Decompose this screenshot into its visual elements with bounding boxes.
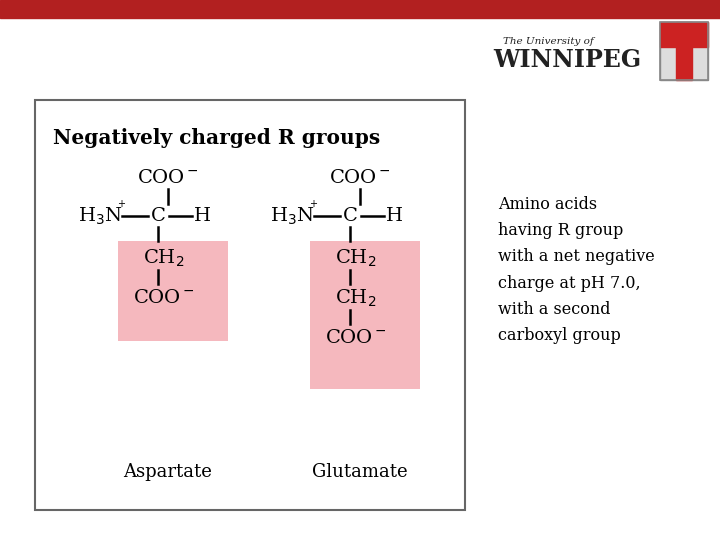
Text: COO$^-$: COO$^-$: [329, 169, 391, 187]
Text: H$_3$N: H$_3$N: [78, 205, 122, 227]
Bar: [676, 22, 692, 80]
Text: H: H: [194, 207, 210, 225]
Bar: [118, 241, 228, 341]
Text: CH$_2$: CH$_2$: [143, 247, 185, 268]
Text: WINNIPEG: WINNIPEG: [493, 48, 641, 72]
Bar: [35, 100, 465, 510]
Text: COO$^-$: COO$^-$: [325, 329, 387, 347]
Text: Negatively charged R groups: Negatively charged R groups: [53, 128, 380, 148]
Bar: [660, 22, 708, 80]
Text: Aspartate: Aspartate: [124, 463, 212, 481]
Bar: [0, 0, 720, 18]
Text: H$_3$N: H$_3$N: [270, 205, 315, 227]
Text: Glutamate: Glutamate: [312, 463, 408, 481]
Text: COO$^-$: COO$^-$: [133, 289, 195, 307]
Bar: [310, 241, 420, 389]
Text: The University of: The University of: [503, 37, 594, 46]
Text: C: C: [150, 207, 166, 225]
Text: Amino acids
having R group
with a net negative
charge at pH 7.0,
with a second
c: Amino acids having R group with a net ne…: [498, 196, 654, 344]
Bar: [660, 22, 708, 47]
Text: CH$_2$: CH$_2$: [336, 247, 377, 268]
FancyBboxPatch shape: [660, 22, 708, 80]
Text: COO$^-$: COO$^-$: [137, 169, 199, 187]
Text: C: C: [343, 207, 357, 225]
Text: H: H: [385, 207, 402, 225]
Text: $^+$: $^+$: [307, 199, 318, 213]
Text: CH$_2$: CH$_2$: [336, 287, 377, 309]
Text: $^+$: $^+$: [115, 199, 127, 213]
